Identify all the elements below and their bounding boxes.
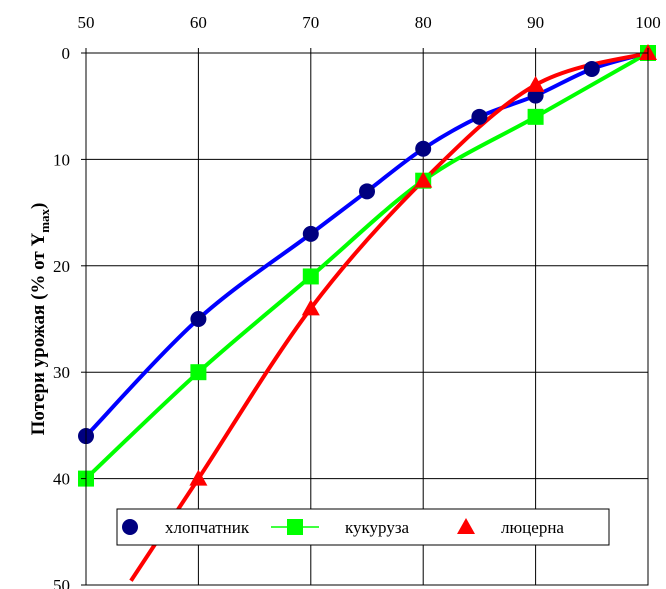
data-point-circle (190, 311, 207, 327)
x-tick-labels: 50 60 70 80 90 100 (78, 13, 661, 53)
legend-box (116, 508, 610, 546)
legend: хлопчатник кукуруза люцерна (116, 508, 610, 546)
y-tick-label: 40 (53, 470, 70, 489)
data-point-triangle (189, 469, 208, 486)
plot-background (86, 53, 648, 585)
y-tick-labels: 0 10 20 30 40 50 (53, 44, 86, 589)
y-tick-label: 10 (53, 150, 70, 169)
x-tick-label: 90 (527, 13, 544, 32)
legend-label: хлопчатник (165, 518, 250, 537)
y-tick-label: 30 (53, 363, 70, 382)
y-tick-label: 20 (53, 257, 70, 276)
data-point-square (527, 108, 544, 125)
legend-marker-square (287, 519, 303, 535)
y-axis-label-main: Потери урожая (% от Y (28, 233, 49, 436)
x-tick-label: 70 (302, 13, 319, 32)
series-markers (78, 44, 657, 487)
y-axis-label-subscript: max (37, 208, 52, 232)
plot-frame (85, 52, 649, 586)
x-tick-label: 80 (415, 13, 432, 32)
data-point-square (190, 364, 207, 381)
data-point-circle (471, 108, 488, 125)
series-line-square (86, 53, 648, 481)
data-point-triangle (301, 299, 320, 316)
legend-items: хлопчатник кукуруза люцерна (122, 518, 564, 537)
x-tick-label: 60 (190, 13, 207, 32)
y-tick-label: 50 (53, 576, 70, 589)
legend-label: люцерна (501, 518, 564, 537)
data-point-triangle (526, 75, 545, 92)
y-axis-label-close: ) (28, 203, 49, 209)
legend-label: кукуруза (345, 518, 410, 537)
y-tick-label: 0 (62, 44, 71, 63)
data-point-circle (583, 60, 600, 77)
legend-marker-circle (122, 519, 138, 535)
data-point-triangle (414, 171, 433, 188)
data-point-circle (415, 140, 432, 157)
legend-marker-triangle (457, 518, 475, 534)
x-tick-label: 100 (635, 13, 661, 32)
x-tick-label: 50 (78, 13, 95, 32)
data-point-square (302, 268, 319, 285)
y-axis-label: Потери урожая (% от Ymax) (28, 203, 52, 436)
data-point-circle (359, 183, 375, 200)
data-point-circle (302, 225, 319, 242)
